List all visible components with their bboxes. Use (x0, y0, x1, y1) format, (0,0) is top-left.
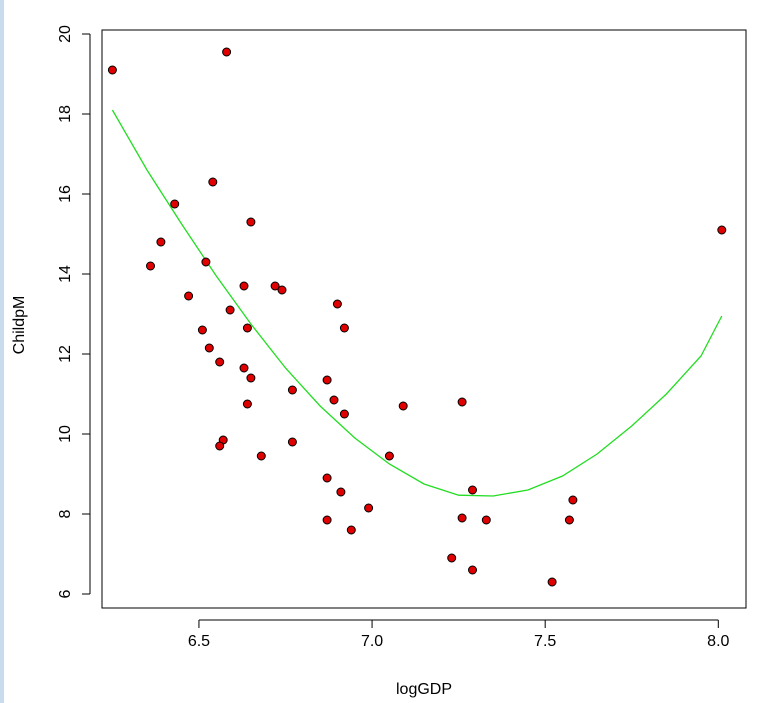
plot-frame (101, 29, 747, 609)
data-point (270, 281, 280, 291)
data-point (339, 323, 349, 333)
data-point (146, 261, 155, 271)
y-axis-title: ChildpM (11, 296, 28, 355)
data-point (239, 363, 249, 373)
y-axis: 6 8 10 12 14 16 18 20 (57, 25, 91, 598)
data-point (239, 281, 249, 291)
data-point (215, 357, 225, 367)
data-point (568, 495, 578, 505)
data-point (322, 375, 332, 385)
y-tick-label: 18 (57, 105, 74, 123)
y-tick-label: 14 (57, 265, 74, 283)
data-point (215, 441, 225, 451)
data-point (170, 199, 180, 209)
data-point (468, 485, 477, 495)
data-point (322, 473, 332, 483)
data-point (346, 525, 356, 535)
data-point (364, 503, 374, 513)
data-point (156, 237, 166, 247)
data-point (246, 373, 256, 383)
data-point (457, 397, 467, 407)
data-point (184, 291, 194, 301)
fit-curve (111, 109, 723, 497)
data-point (329, 395, 339, 405)
x-axis: 6.5 7.0 7.5 8.0 (188, 619, 730, 650)
data-point (246, 217, 256, 227)
data-point (481, 515, 491, 525)
data-point (287, 385, 297, 395)
data-point (242, 323, 252, 333)
data-point (384, 451, 394, 461)
y-tick-label: 8 (57, 509, 74, 518)
y-tick-label: 12 (57, 345, 74, 363)
data-point (322, 515, 332, 525)
data-point (107, 65, 117, 75)
y-tick-label: 10 (57, 425, 74, 443)
data-point (564, 515, 574, 525)
data-point (468, 565, 477, 575)
y-tick-label: 20 (57, 25, 74, 43)
data-point (398, 401, 408, 411)
data-point (336, 487, 346, 497)
data-point (457, 513, 467, 523)
data-point (277, 285, 287, 295)
window-edge-strip (0, 0, 4, 703)
data-point (339, 409, 349, 419)
x-tick-label: 7.5 (534, 633, 556, 650)
data-point (204, 343, 214, 353)
data-point (332, 299, 342, 309)
x-tick-label: 6.5 (188, 633, 210, 650)
data-point (197, 325, 207, 335)
data-point (547, 577, 557, 587)
data-point (287, 437, 297, 447)
data-points (107, 47, 727, 587)
data-point (242, 399, 252, 409)
data-point (201, 257, 211, 267)
y-tick-label: 16 (57, 185, 74, 203)
x-tick-label: 8.0 (707, 633, 729, 650)
data-point (717, 225, 727, 235)
data-point (447, 553, 457, 563)
data-point (256, 451, 266, 461)
x-axis-title: logGDP (396, 681, 452, 698)
y-tick-label: 6 (57, 589, 74, 598)
data-point (225, 305, 235, 315)
x-tick-label: 7.0 (361, 633, 383, 650)
data-point (208, 177, 218, 187)
data-point (222, 47, 232, 57)
